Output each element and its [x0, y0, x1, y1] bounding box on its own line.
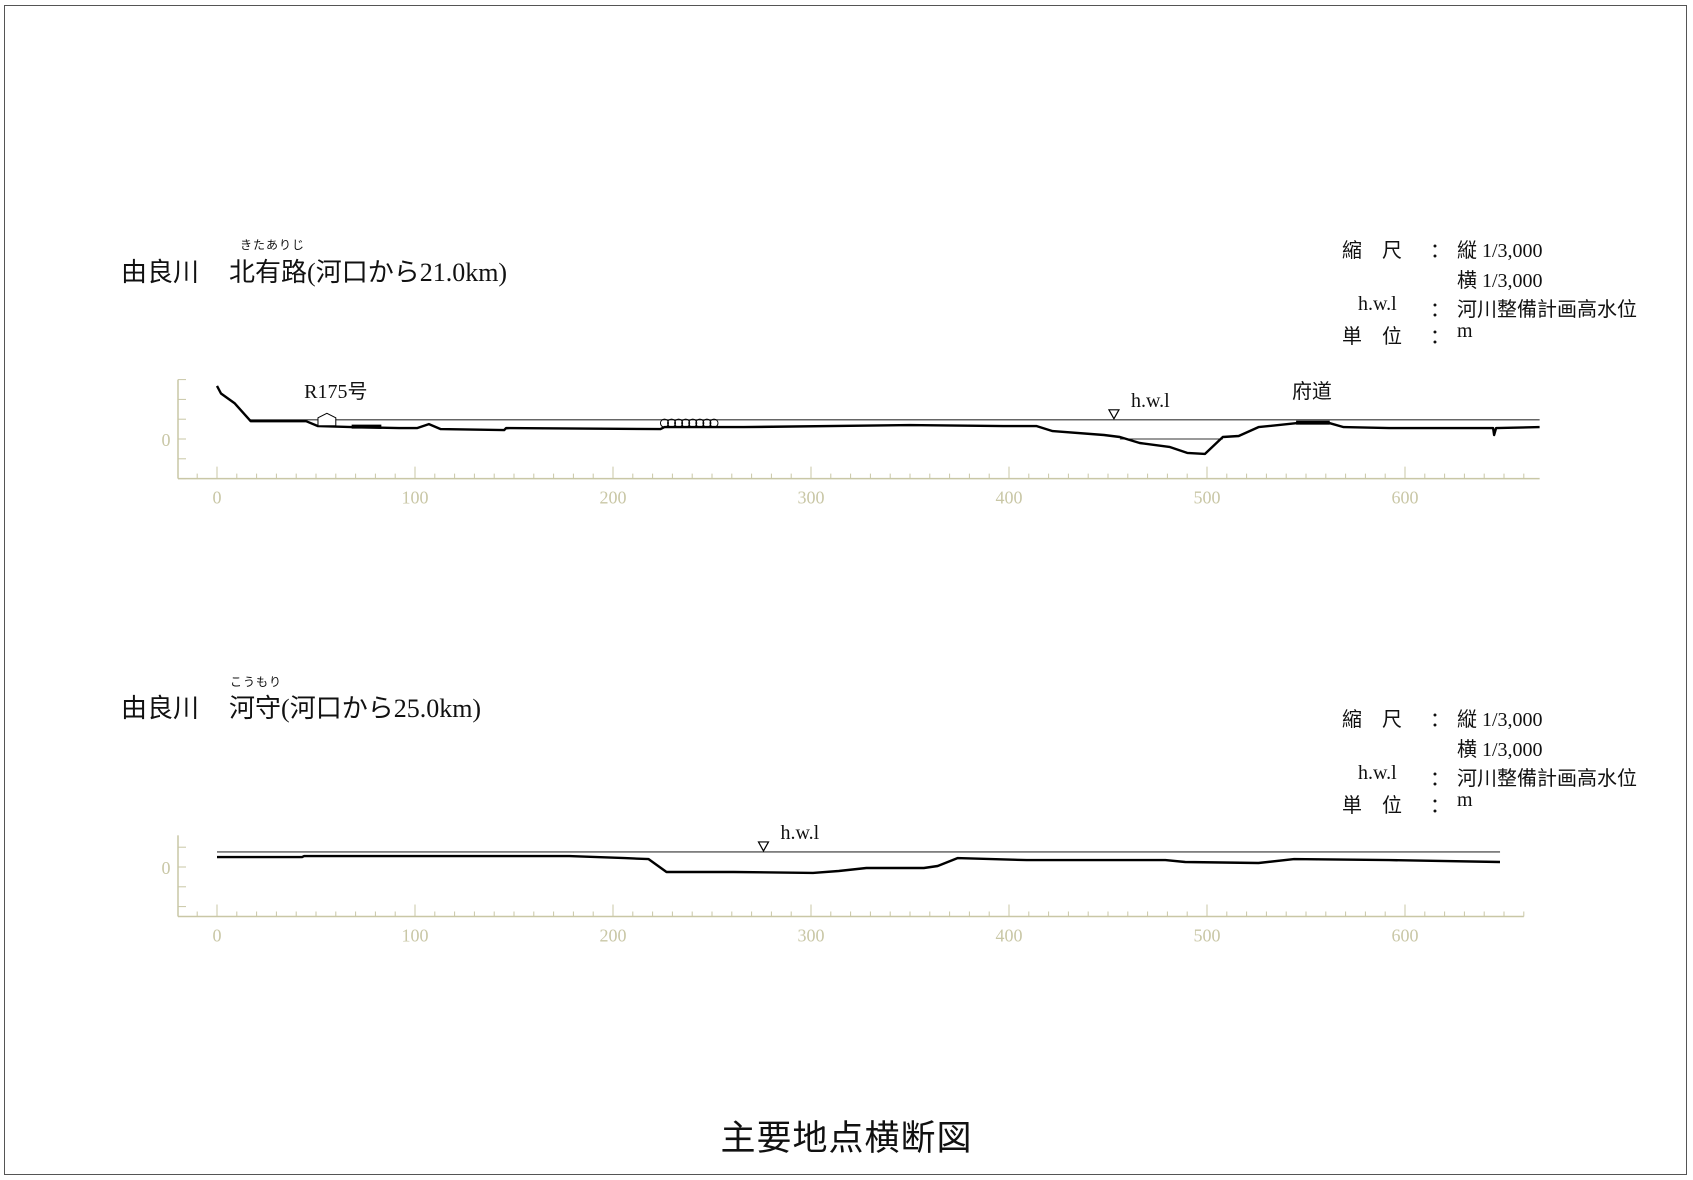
unit: m [1457, 320, 1473, 342]
x-tick-label: 300 [798, 488, 825, 508]
distance: (河口から25.0km) [281, 694, 482, 723]
y-tick-label: 0 [162, 430, 171, 450]
cross-section-chart-2: 0 100 200 300 400 500 600 0 h.w.l [162, 822, 1525, 946]
section-title-2: 由良川 河守(河口から25.0km) [121, 688, 481, 725]
x-tick-label: 400 [996, 488, 1023, 508]
main-title: 主要地点横断図 [720, 1119, 973, 1158]
hwl-marker-icon [757, 841, 770, 853]
unit-label: 単 位 [1342, 326, 1402, 348]
section-title-1: 由良川 北有路(河口から21.0km) [121, 252, 507, 289]
horizontal-scale: 横 1/3,000 [1457, 739, 1543, 761]
x-tick-label: 600 [1392, 926, 1419, 946]
sep: ： [1430, 326, 1450, 348]
place-name: 北有路 [229, 258, 308, 287]
cross-section-chart-1: 0 100 200 300 400 500 600 0 h.w.l R175号 府道 [162, 379, 1540, 508]
river-name: 由良川 [121, 258, 200, 287]
scale-label: 縮 尺 [1342, 709, 1402, 731]
x-tick-label: 200 [600, 488, 627, 508]
tree-circle-icon [709, 418, 719, 428]
hwl-label: h.w.l [1358, 762, 1397, 784]
tree-circle-icon [667, 418, 677, 428]
x-tick-label: 100 [402, 488, 429, 508]
annotation-label: R175号 [304, 381, 367, 403]
ruby-komori: こうもり [230, 675, 283, 689]
x-tick-label: 0 [213, 926, 222, 946]
x-tick-label: 200 [600, 926, 627, 946]
x-tick-label: 400 [996, 926, 1023, 946]
sep: ： [1430, 240, 1450, 262]
annotation-label: 府道 [1292, 380, 1332, 403]
road-bar [1296, 420, 1330, 425]
hwl-desc: 河川整備計画高水位 [1457, 768, 1637, 790]
hwl-desc: 河川整備計画高水位 [1457, 299, 1637, 321]
tree-circle-icon [695, 418, 705, 428]
road-bar [351, 424, 382, 429]
sep: ： [1430, 768, 1450, 790]
vertical-scale: 縦 1/3,000 [1457, 240, 1543, 262]
x-tick-label: 0 [213, 488, 222, 508]
hwl-label: h.w.l [1358, 293, 1397, 315]
x-tick-label: 300 [798, 926, 825, 946]
river-name: 由良川 [121, 694, 200, 723]
ground-profile-line [217, 854, 1501, 875]
distance: (河口から21.0km) [307, 258, 508, 287]
hwl-label: h.w.l [1131, 390, 1170, 412]
x-tick-label: 500 [1194, 926, 1221, 946]
page-frame [4, 5, 1687, 1175]
horizontal-scale: 横 1/3,000 [1457, 270, 1543, 292]
place-name: 河守 [229, 694, 282, 723]
vertical-scale: 縦 1/3,000 [1457, 709, 1543, 731]
hwl-label: h.w.l [780, 822, 819, 844]
sep: ： [1430, 299, 1450, 321]
sep: ： [1430, 709, 1450, 731]
tree-circle-icon [659, 418, 669, 428]
hwl-marker-icon [1107, 409, 1120, 421]
tree-circle-icon [674, 418, 684, 428]
x-tick-label: 100 [402, 926, 429, 946]
tree-circle-icon [702, 418, 712, 428]
ruby-kitaariji: きたありじ [240, 238, 306, 252]
scale-label: 縮 尺 [1342, 240, 1402, 262]
house-icon [317, 412, 337, 427]
x-tick-label: 500 [1194, 488, 1221, 508]
tree-circle-icon [681, 418, 691, 428]
x-tick-label: 600 [1392, 488, 1419, 508]
sep: ： [1430, 795, 1450, 817]
y-tick-label: 0 [162, 858, 171, 878]
unit-label: 単 位 [1342, 795, 1402, 817]
tree-circle-icon [688, 418, 698, 428]
unit: m [1457, 789, 1473, 811]
